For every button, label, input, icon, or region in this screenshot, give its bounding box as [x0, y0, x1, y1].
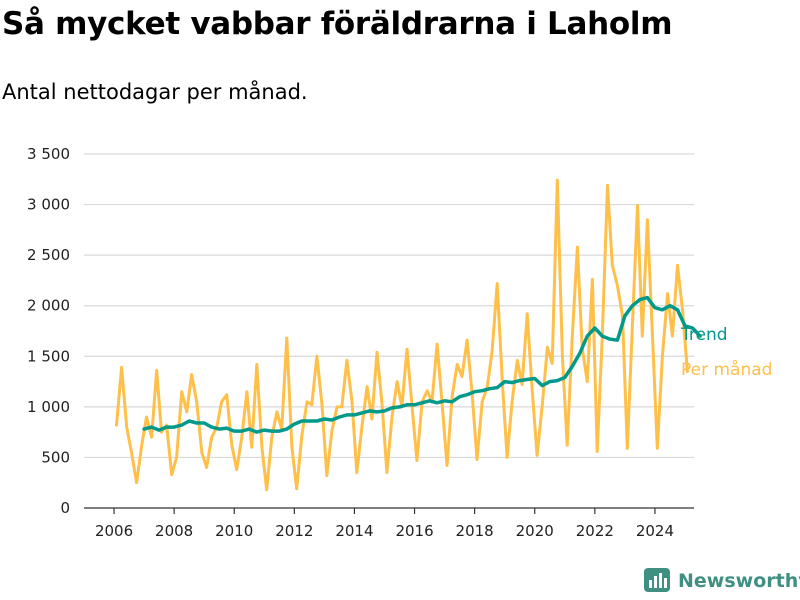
monthly-series-label: Per månad: [681, 359, 772, 380]
x-tick-label: 2006: [95, 522, 133, 540]
x-tick-label: 2014: [335, 522, 373, 540]
x-tick-label: 2008: [155, 522, 193, 540]
x-tick-label: 2020: [516, 522, 554, 540]
x-tick-label: 2024: [636, 522, 674, 540]
x-tick-label: 2022: [576, 522, 614, 540]
bar-chart-logo-icon: [644, 568, 670, 592]
x-tick-label: 2010: [215, 522, 253, 540]
x-tick-label: 2018: [456, 522, 494, 540]
brand-logo: Newsworthy: [644, 568, 800, 594]
y-tick-label: 3 500: [27, 145, 70, 163]
trend-series-label: Trend: [680, 325, 728, 345]
x-tick-label: 2016: [395, 522, 433, 540]
y-tick-label: 0: [60, 499, 70, 517]
y-tick-label: 2 000: [27, 297, 70, 315]
chart-title: Så mycket vabbar föräldrarna i Laholm: [2, 6, 673, 42]
series-lines: [115, 178, 702, 492]
y-tick-label: 500: [41, 448, 70, 466]
y-tick-label: 3 000: [27, 196, 70, 214]
chart-subtitle: Antal nettodagar per månad.: [2, 80, 308, 104]
y-tick-label: 1 000: [27, 398, 70, 416]
series-labels: Trend Per månad: [680, 325, 772, 380]
brand-name: Newsworthy: [678, 570, 800, 592]
axes: 0 500 1 000 1 500 2 000 2 500 3 000 3 500 2006 20…: [27, 145, 694, 540]
x-tick-label: 2012: [275, 522, 313, 540]
y-tick-label: 2 500: [27, 246, 70, 264]
trend-series-line: [142, 295, 702, 434]
y-tick-label: 1 500: [27, 347, 70, 365]
